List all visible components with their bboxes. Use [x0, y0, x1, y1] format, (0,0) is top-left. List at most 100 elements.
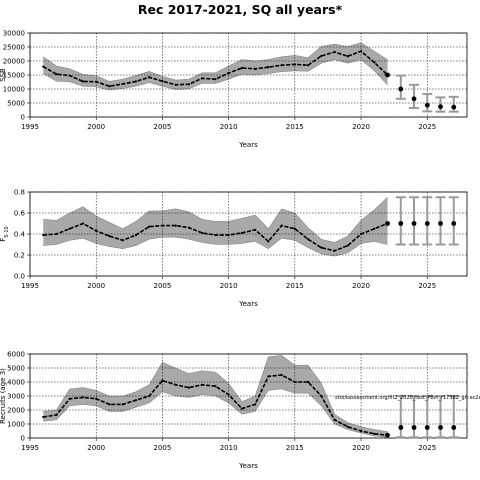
estimate-point	[254, 403, 257, 406]
y-tick-label: 30000	[3, 30, 25, 38]
x-tick-label: 2010	[220, 444, 238, 452]
estimate-point	[333, 50, 336, 54]
x-tick-label: 1995	[21, 123, 39, 131]
x-tick-label: 2005	[154, 282, 172, 290]
estimate-point	[42, 65, 45, 68]
estimate-point	[148, 394, 151, 398]
x-tick-label: 2010	[220, 123, 238, 131]
projection-point	[424, 102, 430, 108]
band-upper-edge	[43, 42, 388, 82]
estimate-point	[359, 50, 363, 53]
y-axis-label-main: SSB	[0, 68, 7, 82]
estimate-point	[95, 229, 98, 232]
estimate-point	[267, 375, 270, 378]
y-tick-label: 1000	[7, 421, 25, 429]
estimate-point	[55, 73, 58, 76]
y-tick-label: 10000	[3, 86, 25, 94]
confidence-band	[43, 42, 388, 91]
x-tick-label: 1995	[21, 444, 39, 452]
x-tick-label: 2020	[352, 123, 370, 131]
y-tick-label: 0	[21, 114, 25, 122]
estimate-point	[201, 383, 204, 386]
estimate-point	[254, 67, 257, 70]
y-tick-label: 5000	[7, 365, 25, 373]
estimate-point	[333, 418, 336, 421]
y-tick-label: 5000	[7, 100, 25, 108]
y-axis-label-main: Recruits (age 3)	[0, 368, 7, 424]
projection-point	[411, 96, 417, 102]
x-axis-label: Years	[238, 462, 258, 470]
x-axis-label: Years	[238, 300, 258, 308]
x-tick-label: 2020	[352, 444, 370, 452]
y-tick-label: 0.0	[14, 273, 25, 281]
estimate-point	[346, 244, 349, 247]
y-tick-label: 0.4	[14, 231, 26, 239]
projection-point	[385, 72, 390, 78]
estimate-point	[81, 222, 85, 225]
estimate-point	[201, 231, 204, 235]
estimate-point	[280, 373, 283, 377]
y-tick-label: 3000	[7, 393, 25, 401]
x-tick-label: 2005	[154, 123, 172, 131]
projection-point	[438, 425, 443, 430]
projection-point	[411, 221, 417, 226]
estimate-point	[227, 233, 230, 237]
estimate-point	[95, 397, 98, 400]
x-tick-label: 2025	[418, 444, 436, 452]
y-tick-label: 0.6	[14, 210, 26, 218]
y-tick-label: 0.8	[14, 189, 25, 197]
panel-1: 1995 2000 2005 2010 2015 2020 2025 0 5000 10000 15…	[0, 30, 468, 149]
estimate-point	[373, 227, 376, 230]
estimate-point	[121, 239, 124, 242]
band-lower-edge	[43, 236, 388, 257]
y-tick-label: 25000	[3, 44, 25, 52]
estimate-point	[373, 432, 376, 435]
estimate-point	[214, 385, 217, 388]
y-axis-label: Recruits (age 3)	[0, 368, 7, 424]
estimate-point	[227, 71, 230, 75]
estimate-point	[320, 54, 323, 58]
estimate-point	[306, 64, 310, 67]
projection-point	[451, 221, 457, 226]
confidence-band	[43, 355, 388, 438]
estimate-point	[174, 383, 177, 386]
estimate-point	[121, 82, 124, 86]
y-axis-label-main: F	[0, 238, 7, 242]
estimate-point	[346, 425, 349, 428]
panels: 1995 2000 2005 2010 2015 2020 2025 0 5000 10000 15…	[0, 30, 480, 471]
estimate-point	[240, 407, 243, 410]
estimate-point	[187, 226, 191, 229]
estimate-point	[293, 63, 296, 66]
estimate-point	[267, 240, 270, 243]
x-tick-label: 2000	[87, 123, 105, 131]
panel-2: 1995 2000 2005 2010 2015 2020 2025 0.0 0.2 0.4 0.6…	[0, 189, 468, 308]
x-tick-label: 2000	[87, 444, 105, 452]
y-tick-label: 15000	[3, 72, 25, 80]
estimate-point	[134, 80, 138, 83]
estimate-point	[293, 380, 296, 384]
estimate-point	[68, 74, 71, 77]
estimate-point	[148, 225, 151, 228]
x-tick-label: 2015	[286, 282, 304, 290]
x-tick-label: 2000	[87, 282, 105, 290]
estimate-point	[148, 76, 151, 79]
estimate-point	[108, 403, 111, 406]
projection-point	[398, 221, 404, 226]
estimate-point	[280, 64, 283, 67]
estimate-point	[359, 232, 363, 236]
projection-point	[398, 86, 404, 92]
estimate-point	[187, 386, 191, 389]
estimate-point	[68, 227, 71, 230]
band-upper-edge	[43, 197, 388, 243]
figure-title: Rec 2017-2021, SQ all years*	[138, 2, 343, 17]
x-tick-label: 1995	[21, 282, 39, 290]
projection-point	[411, 425, 417, 430]
x-tick-label: 2015	[286, 444, 304, 452]
estimate-point	[161, 80, 164, 83]
estimate-point	[280, 224, 283, 227]
estimate-point	[201, 77, 204, 80]
x-tick-label: 2025	[418, 282, 436, 290]
y-axis-label-subscript: 5-10	[4, 226, 10, 237]
estimate-point	[320, 394, 323, 398]
